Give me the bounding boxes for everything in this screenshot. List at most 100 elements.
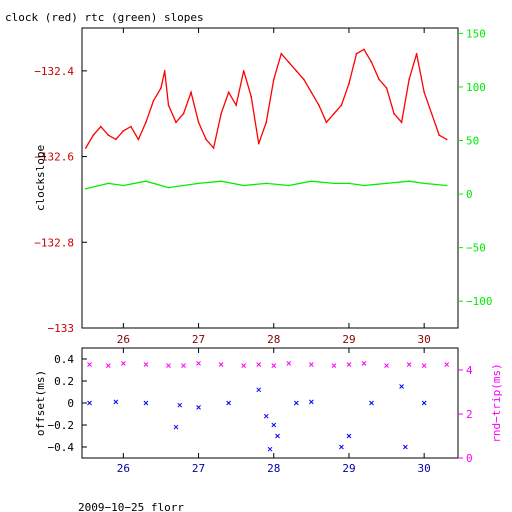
x-tick-label: 30	[418, 462, 431, 475]
clock-point	[393, 112, 395, 115]
x-tick-label: 28	[267, 333, 280, 346]
roundtrip-point	[361, 361, 367, 366]
rtc-point	[348, 182, 350, 185]
y2-tick-label: 0	[466, 452, 473, 465]
rtc-point	[220, 180, 222, 183]
offset-point	[399, 384, 404, 389]
rtc-point	[423, 182, 425, 185]
y2-tick-label: 4	[466, 364, 473, 377]
clock-point	[272, 78, 275, 81]
clock-point	[100, 125, 102, 128]
roundtrip-point	[421, 363, 427, 368]
clock-point	[385, 87, 388, 89]
rtc-point	[107, 182, 110, 185]
rtc-point	[385, 182, 388, 185]
clock-point	[137, 138, 140, 141]
rtc-point	[408, 180, 410, 183]
clock-point	[438, 134, 441, 136]
clock-point	[182, 112, 185, 115]
plot-frame	[81, 347, 459, 459]
clock-point	[333, 112, 335, 115]
offset-point	[369, 400, 374, 406]
clock-point	[242, 70, 245, 72]
clock-point	[378, 78, 380, 81]
roundtrip-point	[309, 362, 314, 367]
x-tick-label: 29	[342, 333, 355, 346]
clock-point	[288, 61, 290, 64]
y2-axis-label: rnd−trip(ms)	[490, 363, 503, 442]
clock-point	[363, 48, 365, 51]
offset-point	[113, 399, 119, 405]
clock-point	[318, 104, 320, 106]
clock-point	[92, 134, 95, 136]
roundtrip-point	[406, 362, 412, 367]
clock-point	[122, 130, 125, 132]
y2-tick-label: 2	[466, 408, 473, 421]
top-chart-title: clock (red) rtc (green) slopes	[5, 11, 204, 24]
rtc-point	[310, 180, 313, 183]
clock-point	[220, 112, 222, 115]
clock-point	[400, 121, 403, 124]
clock-point	[348, 82, 350, 85]
y-tick-label: 0.4	[54, 353, 74, 366]
offset-point	[226, 400, 231, 406]
rtc-point	[363, 184, 365, 187]
clock-point	[423, 91, 425, 94]
roundtrip-point	[196, 361, 201, 366]
rtc-point	[288, 184, 290, 187]
roundtrip-point	[121, 361, 126, 366]
roundtrip-point	[218, 362, 224, 367]
x-tick-label: 30	[418, 333, 431, 346]
roundtrip-point	[241, 363, 247, 368]
clock-point	[370, 61, 373, 64]
offset-point	[267, 446, 273, 452]
offset-point	[256, 387, 262, 393]
clock-slope-line	[85, 48, 448, 150]
footer-date-host: 2009−10−25 florr	[78, 501, 184, 512]
rtc-slope-line	[85, 180, 447, 190]
offset-point	[421, 400, 427, 406]
clock-point	[205, 138, 207, 141]
clock-point	[430, 112, 433, 115]
roundtrip-point	[331, 363, 337, 368]
offset-point	[339, 444, 344, 450]
clock-point	[145, 121, 147, 124]
y-tick-label: −133	[48, 322, 75, 335]
roundtrip-point	[286, 361, 292, 366]
x-tick-label: 26	[117, 462, 130, 475]
clock-point	[303, 78, 305, 81]
y2-tick-label: 100	[466, 81, 486, 94]
y2-tick-label: 50	[466, 135, 479, 148]
roundtrip-point	[346, 362, 352, 367]
rtc-point	[265, 182, 268, 185]
roundtrip-point	[143, 362, 149, 367]
roundtrip-point	[384, 363, 389, 368]
x-tick-label: 26	[117, 333, 130, 346]
offset-point	[403, 444, 408, 450]
roundtrip-point	[444, 362, 450, 367]
y2-tick-label: 150	[466, 27, 486, 40]
offset-point	[346, 433, 352, 439]
offset-point	[196, 405, 201, 410]
y-tick-label: −132.6	[34, 151, 74, 164]
offset-point	[275, 433, 280, 439]
offset-point	[177, 402, 183, 408]
clock-point	[235, 104, 237, 106]
y-tick-label: −132.8	[34, 236, 74, 249]
clock-point	[325, 121, 328, 124]
clock-point	[107, 134, 110, 136]
roundtrip-point	[256, 362, 262, 367]
slope-chart: 26 27 28 29 30 −133 −132.8 −132.6 −132.4 −100 −50 0…	[34, 27, 493, 346]
plot-frame	[81, 27, 459, 329]
clock-point	[152, 100, 155, 102]
x-tick-label: 28	[267, 462, 280, 475]
roundtrip-point	[166, 363, 171, 368]
clock-point	[310, 91, 313, 94]
rtc-point	[167, 186, 170, 189]
clock-point	[190, 91, 192, 94]
y-axis-label: clockslope	[34, 145, 47, 211]
clock-point	[163, 70, 166, 72]
clock-point	[160, 87, 162, 89]
y-tick-label: −132.4	[34, 65, 74, 78]
clock-point	[130, 125, 132, 128]
